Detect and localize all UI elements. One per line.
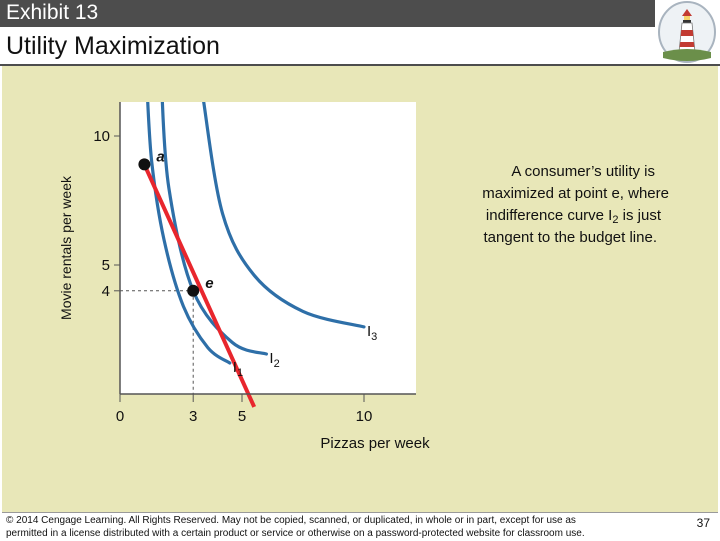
curve-label-letter-1: I	[233, 359, 237, 376]
curve-label-letter-3: I	[367, 323, 371, 340]
x-tick-label-5: 5	[238, 408, 246, 425]
curve-label-letter-2: I	[269, 350, 273, 367]
x-tick-label-10: 10	[356, 408, 373, 425]
page-number: 37	[696, 516, 710, 530]
annotation-line-3-pre: indifference curve I	[486, 207, 612, 224]
curve-label-subscript-1: 1	[237, 367, 243, 379]
annotation-line-1: A consumer’s utility is	[511, 163, 655, 180]
indifference-curve-2	[160, 102, 268, 356]
annotation-line-3-sub: 2	[612, 214, 618, 226]
curve-label-subscript-2: 2	[274, 358, 280, 370]
curve-label-2: I2	[269, 350, 279, 370]
annotation-line-2: maximized at point e, where	[482, 185, 669, 202]
y-tick-label-4: 4	[102, 283, 110, 300]
annotation-line-4: tangent to the budget line.	[484, 229, 657, 246]
x-axis-label: Pizzas per week	[320, 435, 430, 452]
budget-line	[140, 158, 257, 408]
annotation-line-3-post: is just	[618, 207, 661, 224]
footer: © 2014 Cengage Learning. All Rights Rese…	[2, 512, 718, 541]
exhibit-label: Exhibit 13	[6, 1, 99, 24]
copyright-line-2: permitted in a license distributed with …	[6, 528, 585, 539]
title-rule	[0, 64, 720, 66]
y-axis-label: Movie rentals per week	[58, 175, 74, 320]
annotation: A consumer’s utility is maximized at poi…	[482, 163, 669, 246]
slide-title: Utility Maximization	[6, 32, 220, 60]
indifference-curve-1	[146, 102, 232, 365]
point-a	[138, 158, 151, 171]
annotation-line-3: indifference curve I2 is just	[486, 207, 662, 226]
copyright-line-1: © 2014 Cengage Learning. All Rights Rese…	[6, 515, 576, 526]
point-label-a: a	[156, 148, 164, 165]
indifference-curve-3	[202, 102, 366, 329]
curve-label-3: I3	[367, 323, 377, 343]
x-tick-label-3: 3	[189, 408, 197, 425]
x-tick-label-0: 0	[116, 408, 124, 425]
curve-label-subscript-3: 3	[371, 331, 377, 343]
plot-area	[120, 102, 416, 394]
point-label-e: e	[205, 275, 213, 292]
copyright-text: © 2014 Cengage Learning. All Rights Rese…	[6, 514, 646, 540]
curve-label-1: I1	[233, 359, 243, 379]
lighthouse-icon	[658, 1, 716, 63]
y-tick-label-10: 10	[93, 128, 110, 145]
header-bar: Exhibit 13	[0, 0, 655, 27]
y-tick-label-5: 5	[102, 257, 110, 274]
point-e	[187, 284, 200, 297]
